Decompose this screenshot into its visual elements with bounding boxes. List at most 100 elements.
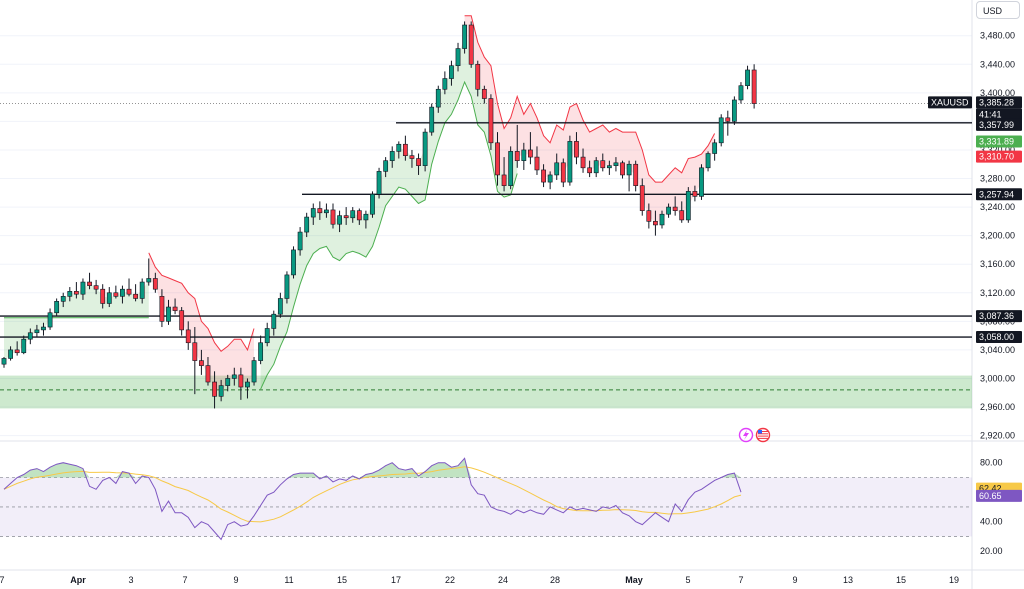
candle-body bbox=[383, 160, 389, 172]
candle-body bbox=[159, 296, 165, 322]
candlesticks bbox=[1, 21, 757, 409]
price-tags: XAUUSD 3,385.28 41:413,357.99 3,331.89 3,310… bbox=[928, 96, 1022, 502]
level-tag-4-bg bbox=[976, 331, 1022, 344]
candle-body bbox=[126, 288, 132, 295]
candle-body bbox=[8, 349, 13, 359]
candle-body bbox=[27, 332, 33, 340]
candle-body bbox=[731, 99, 737, 122]
candle-body bbox=[330, 209, 336, 225]
level-tag-2-bg bbox=[976, 188, 1022, 201]
candle-body bbox=[514, 151, 520, 161]
candle-body bbox=[580, 156, 586, 169]
candle-body bbox=[251, 360, 257, 383]
candle-body bbox=[620, 162, 625, 176]
price-tick-label: 3,480.00 bbox=[980, 31, 1015, 41]
candle-body bbox=[613, 162, 619, 166]
candle-body bbox=[488, 98, 494, 144]
event-icons[interactable] bbox=[738, 427, 771, 443]
last-price-tag: 3,385.28 bbox=[979, 97, 1014, 107]
price-tick-label: 2,920.00 bbox=[980, 431, 1015, 441]
support-fill bbox=[4, 280, 149, 362]
candle-body bbox=[370, 193, 375, 215]
level-tag-1-bg bbox=[976, 118, 1022, 131]
resistance-tag: 3,310.70 bbox=[979, 152, 1014, 162]
candle-body bbox=[225, 378, 231, 386]
candle-body bbox=[67, 291, 73, 297]
date-tick-label: 13 bbox=[843, 575, 853, 585]
candle-body bbox=[685, 191, 691, 221]
candle-body bbox=[185, 329, 191, 344]
candle-body bbox=[653, 221, 658, 226]
level-tag-3-bg bbox=[976, 310, 1022, 323]
date-tick-label: 9 bbox=[233, 575, 238, 585]
candle-body bbox=[297, 231, 303, 251]
candle-body bbox=[310, 208, 316, 218]
countdown-tag: 41:41 bbox=[979, 109, 1002, 119]
candle-body bbox=[567, 141, 573, 183]
candle-body bbox=[166, 306, 171, 322]
candle-body bbox=[600, 160, 606, 169]
last-price-tag-bg bbox=[976, 96, 1022, 109]
candle-body bbox=[574, 141, 579, 158]
rsi-ma-tag-bg bbox=[976, 489, 1022, 502]
resistance-line bbox=[148, 252, 255, 353]
candle-body bbox=[356, 210, 362, 221]
currency-button[interactable]: USD bbox=[976, 1, 1020, 19]
candle-body bbox=[699, 167, 704, 197]
date-tick-label: Apr bbox=[70, 575, 86, 585]
candle-body bbox=[218, 385, 224, 397]
date-tick-label: 7 bbox=[738, 575, 743, 585]
candle-body bbox=[343, 215, 349, 219]
candle-body bbox=[100, 288, 106, 304]
price-tick-label: 3,160.00 bbox=[980, 259, 1015, 269]
price-tick-label: 2,960.00 bbox=[980, 402, 1015, 412]
candle-body bbox=[212, 381, 217, 397]
candle-body bbox=[666, 206, 671, 215]
candle-body bbox=[725, 117, 731, 122]
rsi-tick-label: 20.00 bbox=[980, 546, 1003, 556]
candle-body bbox=[541, 169, 546, 183]
rsi-value-tag: 62.42 bbox=[979, 484, 1002, 494]
candle-body bbox=[560, 162, 566, 183]
date-tick-label: 7 bbox=[0, 575, 5, 585]
candle-body bbox=[54, 301, 60, 314]
support-tag-bg bbox=[976, 135, 1022, 148]
candle-body bbox=[501, 174, 507, 186]
candle-body bbox=[495, 142, 500, 176]
candle-body bbox=[679, 210, 685, 221]
candle-body bbox=[87, 281, 92, 286]
resistance-line bbox=[464, 15, 716, 183]
candle-body bbox=[508, 151, 514, 186]
candle-body bbox=[659, 213, 665, 226]
date-tick-label: 7 bbox=[182, 575, 187, 585]
date-tick-label: 15 bbox=[896, 575, 906, 585]
candle-body bbox=[337, 215, 342, 225]
candle-body bbox=[21, 338, 27, 354]
candle-body bbox=[409, 155, 415, 159]
price-tick-label: 3,000.00 bbox=[980, 373, 1015, 383]
lightning-bolt-shape bbox=[743, 430, 749, 440]
candle-body bbox=[527, 149, 533, 158]
rsi-tick-label: 40.00 bbox=[980, 517, 1003, 527]
date-tick-label: 5 bbox=[685, 575, 690, 585]
candle-body bbox=[192, 342, 198, 361]
trailing-stop-bands bbox=[4, 15, 716, 391]
candle-body bbox=[80, 281, 86, 295]
candle-body bbox=[73, 291, 79, 295]
candle-body bbox=[481, 88, 487, 99]
level-tag-1: 3,357.99 bbox=[979, 120, 1014, 130]
candle-body bbox=[113, 292, 119, 297]
price-tick-label: 3,280.00 bbox=[980, 174, 1015, 184]
candle-body bbox=[245, 381, 250, 388]
candle-body bbox=[179, 310, 185, 331]
candle-body bbox=[416, 158, 421, 166]
candle-body bbox=[231, 374, 237, 379]
date-tick-label: 28 bbox=[550, 575, 560, 585]
candle-body bbox=[442, 78, 448, 90]
support-tag: 3,331.89 bbox=[979, 136, 1014, 146]
candle-body bbox=[291, 249, 296, 276]
candle-body bbox=[593, 160, 599, 174]
candle-body bbox=[672, 206, 678, 211]
candle-body bbox=[422, 131, 428, 166]
